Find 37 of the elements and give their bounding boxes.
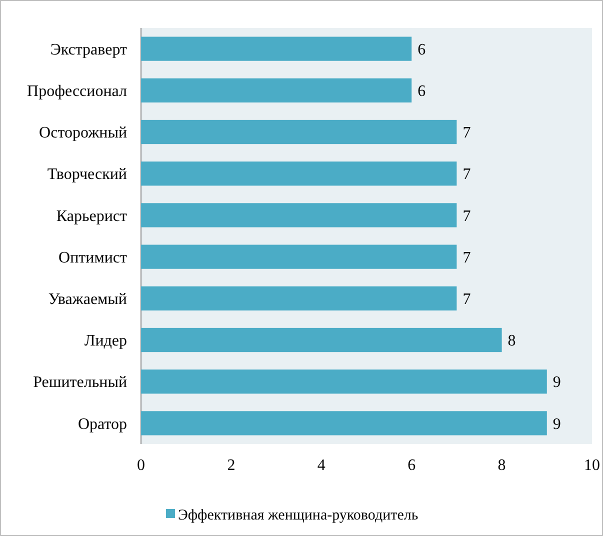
- x-tick-label: 8: [498, 457, 506, 474]
- y-tick-label: Осторожный: [39, 124, 128, 142]
- data-label: 6: [418, 83, 426, 100]
- data-label: 7: [462, 291, 471, 308]
- y-tick-label: Творческий: [47, 166, 128, 184]
- x-tick-label: 4: [317, 457, 326, 474]
- legend-label: Эффективная женщина-руководитель: [178, 507, 418, 524]
- y-tick-label: Лидер: [84, 332, 127, 350]
- y-tick-label: Оптимист: [58, 249, 128, 266]
- y-tick-label: Уважаемый: [48, 291, 128, 308]
- y-tick-label: Экстраверт: [50, 41, 128, 58]
- bar: [141, 370, 547, 394]
- data-label: 9: [552, 416, 561, 433]
- bar: [141, 78, 412, 102]
- x-tick-label: 2: [227, 457, 236, 474]
- y-tick-label: Решительный: [33, 374, 128, 392]
- bar: [141, 36, 412, 61]
- bar: [141, 328, 502, 352]
- data-label: 9: [552, 374, 561, 392]
- bar: [141, 203, 457, 228]
- data-label: 7: [462, 124, 471, 142]
- data-label: 6: [418, 41, 426, 58]
- y-tick-label: Профессионал: [27, 83, 128, 100]
- bar: [141, 244, 457, 269]
- bar: [141, 411, 547, 436]
- x-tick-label: 10: [584, 457, 600, 474]
- y-tick-label: Оратор: [78, 416, 127, 433]
- data-label: 7: [462, 249, 471, 266]
- data-label: 8: [508, 332, 516, 350]
- data-label: 7: [462, 208, 471, 225]
- bar: [141, 286, 457, 310]
- x-tick-label: 6: [408, 457, 416, 474]
- y-tick-label: Карьерист: [56, 208, 127, 225]
- x-tick-label: 0: [137, 457, 145, 474]
- bar: [141, 120, 457, 144]
- data-label: 7: [462, 166, 471, 184]
- bar: [141, 162, 457, 186]
